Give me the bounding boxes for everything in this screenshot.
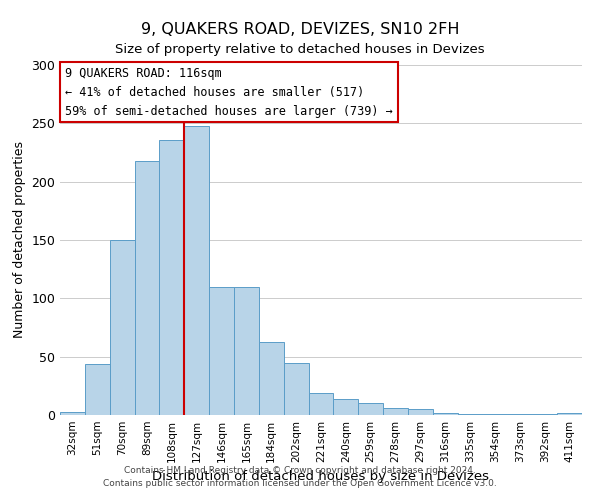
- Text: 9, QUAKERS ROAD, DEVIZES, SN10 2FH: 9, QUAKERS ROAD, DEVIZES, SN10 2FH: [141, 22, 459, 38]
- Bar: [160, 140, 184, 415]
- Bar: [358, 404, 383, 415]
- X-axis label: Distribution of detached houses by size in Devizes: Distribution of detached houses by size …: [152, 470, 490, 484]
- Text: 9 QUAKERS ROAD: 116sqm
← 41% of detached houses are smaller (517)
59% of semi-de: 9 QUAKERS ROAD: 116sqm ← 41% of detached…: [65, 66, 393, 118]
- Bar: [234, 286, 259, 415]
- Bar: [433, 412, 458, 415]
- Bar: [557, 412, 582, 415]
- Bar: [383, 408, 408, 415]
- Text: Size of property relative to detached houses in Devizes: Size of property relative to detached ho…: [115, 42, 485, 56]
- Bar: [508, 414, 532, 415]
- Bar: [308, 393, 334, 415]
- Bar: [334, 398, 358, 415]
- Bar: [134, 160, 160, 415]
- Bar: [60, 412, 85, 415]
- Bar: [209, 286, 234, 415]
- Bar: [482, 414, 508, 415]
- Bar: [532, 414, 557, 415]
- Bar: [408, 409, 433, 415]
- Bar: [184, 126, 209, 415]
- Y-axis label: Number of detached properties: Number of detached properties: [13, 142, 26, 338]
- Bar: [259, 342, 284, 415]
- Bar: [85, 364, 110, 415]
- Bar: [284, 362, 308, 415]
- Bar: [110, 240, 134, 415]
- Bar: [458, 414, 482, 415]
- Text: Contains HM Land Registry data © Crown copyright and database right 2024.
Contai: Contains HM Land Registry data © Crown c…: [103, 466, 497, 487]
